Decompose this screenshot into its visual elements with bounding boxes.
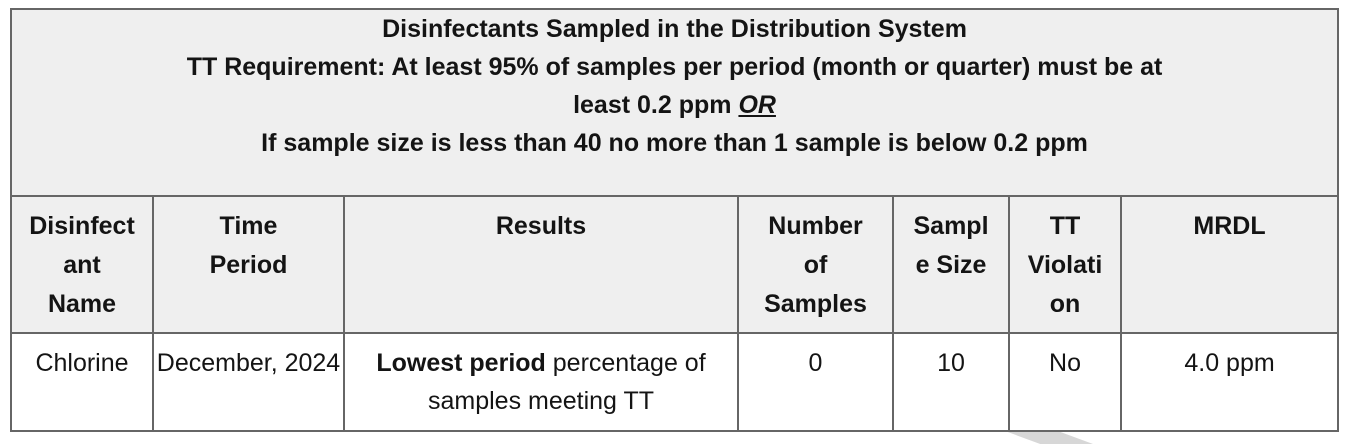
column-header-number-of-samples: Number of Samples	[737, 195, 894, 334]
column-header-row: Disinfectant Name Time Period Results Nu…	[10, 195, 1340, 334]
column-header-mrdl: MRDL	[1119, 195, 1340, 334]
cell-number-of-samples: 0	[737, 332, 894, 432]
title-line-2: TT Requirement: At least 95% of samples …	[186, 53, 1163, 81]
cell-disinfectant-name: Chlorine	[10, 332, 154, 432]
column-header-results: Results	[343, 195, 739, 334]
column-header-disinfectant-name: Disinfectant Name	[10, 195, 154, 334]
column-header-tt-violation: TT Violation	[1008, 195, 1122, 334]
cell-sample-size: 10	[892, 332, 1010, 432]
cell-time-period: December, 2024	[152, 332, 345, 432]
cell-tt-violation: No	[1008, 332, 1122, 432]
cell-results-rest-text: percentage of samples meeting TT	[427, 349, 706, 415]
report-table: Disinfectants Sampled in the Distributio…	[9, 8, 1340, 432]
title-line-3-text: least 0.2 ppm	[573, 91, 739, 119]
table-title-row: Disinfectants Sampled in the Distributio…	[9, 8, 1340, 197]
table-row: Chlorine December, 2024 Lowest period pe…	[10, 332, 1340, 432]
title-line-3: least 0.2 ppm OR	[13, 86, 1336, 124]
column-header-sample-size: Sample Size	[892, 195, 1010, 334]
column-header-time-period: Time Period	[152, 195, 345, 334]
cell-results-text: Lowest period percentage of samples meet…	[376, 344, 706, 420]
table-title: Disinfectants Sampled in the Distributio…	[9, 8, 1340, 197]
watermark-shape	[1005, 431, 1093, 444]
title-line-4: If sample size is less than 40 no more t…	[261, 129, 1088, 157]
cell-results: Lowest period percentage of samples meet…	[343, 332, 739, 432]
or-emphasis: OR	[738, 91, 776, 119]
cell-mrdl: 4.0 ppm	[1119, 332, 1340, 432]
cell-results-bold-text: Lowest period	[376, 349, 546, 377]
title-line-1: Disinfectants Sampled in the Distributio…	[382, 15, 967, 43]
